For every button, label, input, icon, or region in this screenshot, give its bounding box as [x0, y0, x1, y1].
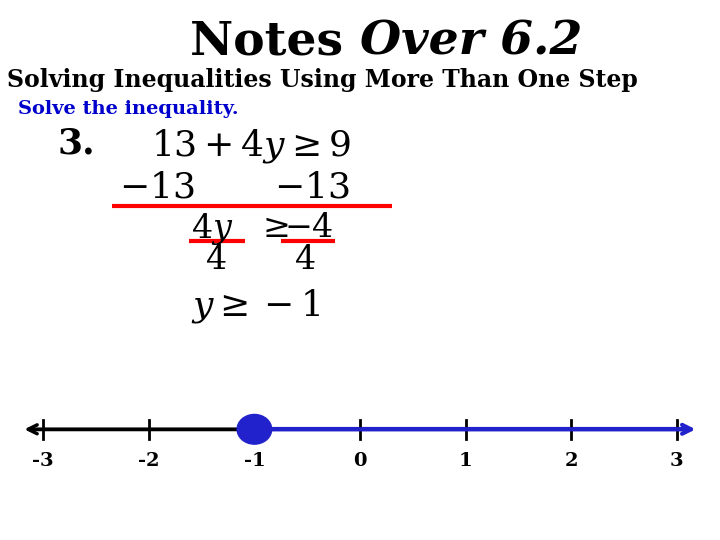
- Text: Over 6.2: Over 6.2: [360, 19, 582, 65]
- Text: 3.: 3.: [58, 127, 95, 161]
- Text: Solve the inequality.: Solve the inequality.: [18, 100, 238, 118]
- Text: -3: -3: [32, 452, 54, 470]
- Text: $-13$: $-13$: [119, 170, 194, 204]
- Text: $4$: $4$: [205, 243, 227, 276]
- Text: 0: 0: [354, 452, 366, 470]
- Ellipse shape: [237, 415, 271, 444]
- Text: $y\geq-1$: $y\geq-1$: [191, 287, 320, 325]
- Text: Solving Inequalities Using More Than One Step: Solving Inequalities Using More Than One…: [7, 68, 638, 91]
- Text: $13+4y\geq9$: $13+4y\geq9$: [151, 127, 351, 165]
- Text: Notes: Notes: [190, 19, 360, 65]
- Text: -2: -2: [138, 452, 160, 470]
- Text: $-4$: $-4$: [284, 211, 334, 244]
- Text: $4y$: $4y$: [191, 211, 233, 247]
- Text: 1: 1: [459, 452, 472, 470]
- Text: $4$: $4$: [294, 243, 315, 276]
- Text: -1: -1: [243, 452, 265, 470]
- Text: 3: 3: [670, 452, 683, 470]
- Text: $\geq$: $\geq$: [256, 211, 288, 244]
- Text: $-13$: $-13$: [274, 170, 349, 204]
- Text: 2: 2: [564, 452, 578, 470]
